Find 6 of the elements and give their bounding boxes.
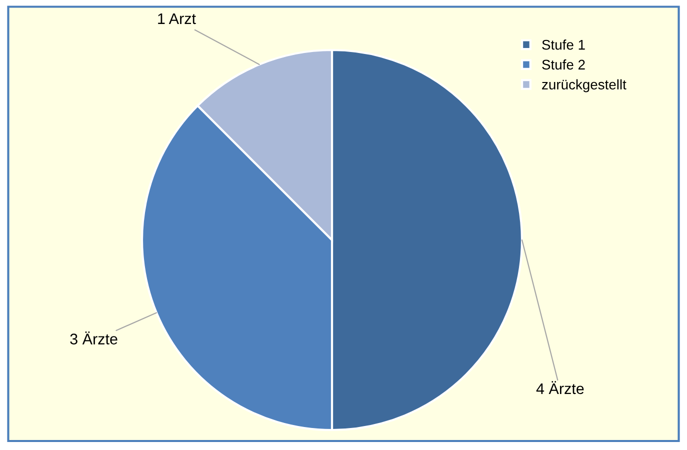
- legend-label: zurückgestellt: [542, 79, 626, 92]
- data-label: 4 Ärzte: [536, 381, 584, 394]
- legend-label: Stufe 1: [542, 40, 585, 50]
- data-label: 1 Arzt: [158, 13, 196, 24]
- data-label: 3 Ärzte: [70, 332, 118, 344]
- legend-label: Stufe 2: [542, 59, 585, 70]
